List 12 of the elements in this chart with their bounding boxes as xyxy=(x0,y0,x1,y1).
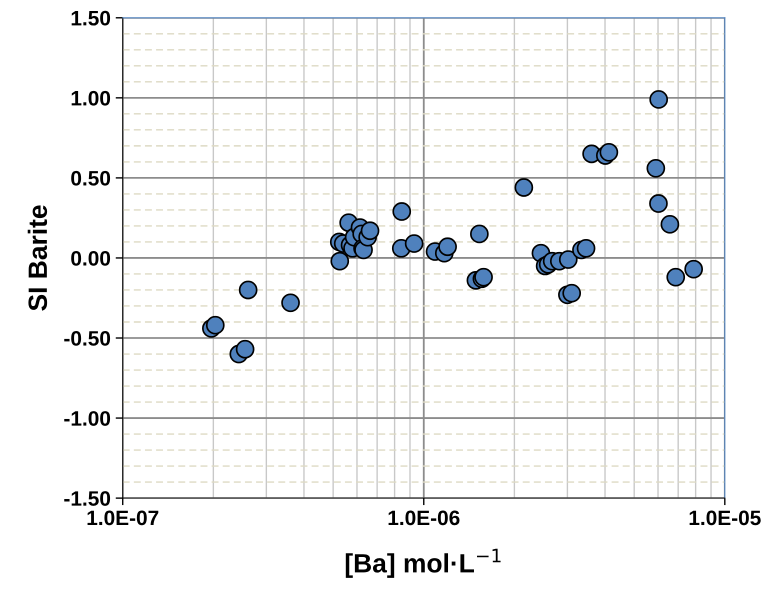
x-tick-label: 1.0E-07 xyxy=(88,510,158,526)
y-tick-label: 1.00 xyxy=(72,90,110,106)
x-tick-label: 1.0E-06 xyxy=(388,510,460,526)
y-tick-label: -0.50 xyxy=(64,331,110,346)
y-tick-label: 1.50 xyxy=(72,10,110,26)
x-tick-label: 1.0E-05 xyxy=(690,510,761,526)
y-tick-label: -1.00 xyxy=(64,411,110,426)
y-axis-title: SI Barite xyxy=(28,205,48,311)
y-tick-label: 0.00 xyxy=(71,250,110,266)
y-tick-label: -1.50 xyxy=(64,491,110,506)
y-tick-label: 0.50 xyxy=(71,170,110,186)
x-axis-title: [Ba] mol·L$^{−1}$ xyxy=(346,548,501,578)
